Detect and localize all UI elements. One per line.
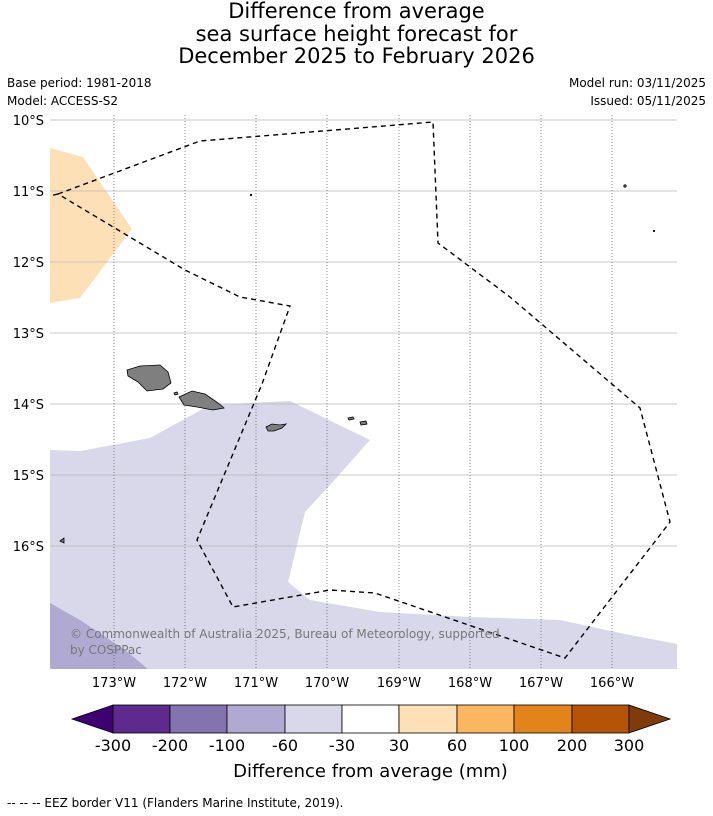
title-line-3: December 2025 to February 2026 (178, 44, 535, 68)
lon-label-166w: 166°W (590, 676, 634, 691)
lon-label-168w: 168°W (448, 676, 492, 691)
meta-right: Model run: 03/11/2025 Issued: 05/11/2025 (569, 74, 706, 110)
lat-label-12s: 12°S (13, 256, 44, 271)
lat-label-10s: 10°S (13, 114, 44, 129)
lon-label-171w: 171°W (234, 676, 278, 691)
manua-island-1 (347, 416, 355, 421)
colorbar-bin-4 (284, 704, 343, 734)
colorbar-bin-1 (112, 704, 171, 734)
lat-label-15s: 15°S (13, 469, 44, 484)
manua-island-2 (359, 420, 368, 426)
model-run: Model run: 03/11/2025 (568, 76, 706, 90)
title-line-1: Difference from average (228, 0, 485, 23)
lon-label-167w: 167°W (519, 676, 563, 691)
colorbar-tick-4: -60 (271, 736, 299, 755)
colorbar (70, 704, 672, 734)
anomaly-region-pos-light (50, 148, 132, 303)
lon-label-172w: 172°W (163, 676, 207, 691)
title-line-2: sea surface height forecast for (195, 21, 518, 46)
small-island-5 (652, 229, 656, 233)
colorbar-tick-3: -100 (208, 736, 246, 755)
small-island-4 (623, 184, 627, 188)
small-island-2 (59, 537, 65, 544)
colorbar-bin-5 (341, 704, 400, 734)
longitude-labels: 173°W 172°W 171°W 170°W 169°W 168°W 167°… (92, 676, 634, 691)
lon-label-169w: 169°W (377, 676, 421, 691)
savaii-island (126, 364, 172, 392)
colorbar-tick-1: -300 (94, 736, 132, 755)
colorbar-bin-9 (571, 704, 630, 734)
colorbar-extend-high (628, 704, 672, 734)
anomaly-region-neg-light (50, 401, 677, 669)
small-island-1 (173, 391, 179, 396)
latitude-gridlines (50, 119, 677, 547)
small-island-3 (249, 193, 253, 197)
lat-label-13s: 13°S (13, 327, 44, 342)
colorbar-extend-low (70, 704, 114, 734)
issued-date: Issued: 05/11/2025 (590, 94, 706, 108)
model-name: Model: ACCESS-S2 (7, 94, 119, 108)
colorbar-tick-10: 300 (613, 736, 645, 755)
upolu-island (178, 390, 225, 411)
colorbar-bin-6 (398, 704, 458, 734)
eez-borders (50, 121, 671, 659)
copyright-notice: © Commonwealth of Australia 2025, Bureau… (70, 627, 500, 657)
colorbar-tick-5: -30 (328, 736, 356, 755)
map-title: Difference from average sea surface heig… (0, 0, 713, 68)
eez-samoa (56, 121, 671, 659)
colorbar-tick-2: -200 (151, 736, 189, 755)
land-masses (59, 184, 656, 544)
lat-label-16s: 16°S (13, 540, 44, 555)
colorbar-title: Difference from average (mm) (233, 761, 508, 782)
anomaly-region-neg-medium (50, 603, 148, 669)
colorbar-bin-2 (169, 704, 228, 734)
lon-label-170w: 170°W (305, 676, 349, 691)
colorbar-tick-6: 30 (388, 736, 410, 755)
colorbar-tick-8: 100 (498, 736, 530, 755)
lat-label-11s: 11°S (13, 185, 44, 200)
lon-label-173w: 173°W (92, 676, 136, 691)
latitude-labels: 10°S 11°S 12°S 13°S 14°S 15°S 16°S (13, 114, 44, 555)
colorbar-tick-7: 60 (446, 736, 468, 755)
longitude-gridlines (113, 115, 613, 669)
colorbar-bin-7 (456, 704, 515, 734)
colorbar-bin-3 (226, 704, 286, 734)
eez-samoa-west (50, 193, 59, 197)
meta-left: Base period: 1981-2018 Model: ACCESS-S2 (7, 74, 152, 110)
lat-label-14s: 14°S (13, 398, 44, 413)
colorbar-tick-9: 200 (556, 736, 588, 755)
eez-footnote: -- -- -- EEZ border V11 (Flanders Marine… (7, 796, 344, 810)
colorbar-bin-8 (513, 704, 573, 734)
base-period: Base period: 1981-2018 (7, 76, 152, 90)
tutuila-island (265, 423, 288, 432)
